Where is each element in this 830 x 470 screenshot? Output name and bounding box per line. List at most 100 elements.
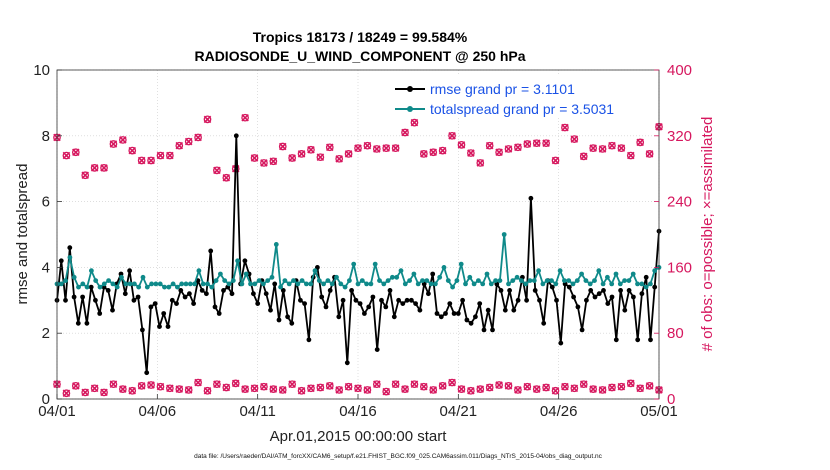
spread-point xyxy=(359,278,365,283)
rmse-point xyxy=(473,314,478,320)
rmse-point xyxy=(413,301,418,306)
obs-possible-marker xyxy=(570,384,579,393)
obs-cross-stroke xyxy=(457,385,466,393)
obs-possible-marker xyxy=(438,146,447,155)
obs-cross-stroke xyxy=(354,384,362,393)
obs-assimilated-marker xyxy=(429,148,438,157)
obs-possible-marker xyxy=(401,385,409,393)
rmse-point xyxy=(255,301,261,306)
obs-possible-marker xyxy=(307,145,315,154)
obs-cross-stroke xyxy=(410,118,419,127)
obs-assimilated-marker xyxy=(175,141,184,150)
rmse-point xyxy=(357,301,363,306)
obs-assimilated-marker xyxy=(335,386,343,394)
obs-possible-marker xyxy=(495,381,503,389)
rmse-point xyxy=(622,307,628,313)
rmse-point xyxy=(216,311,222,316)
obs-assimilated-marker xyxy=(100,388,108,397)
axis-ticks: 04/01 04/06 04/11 04/16 04/21 04/26 05/0102468… xyxy=(33,62,692,420)
rmse-point xyxy=(105,288,111,293)
rmse-point xyxy=(592,294,598,300)
spread-point xyxy=(101,281,107,287)
rmse-point xyxy=(199,288,205,293)
obs-possible-marker xyxy=(438,381,447,390)
rmse-point xyxy=(464,317,470,323)
obs-cross-stroke xyxy=(570,135,579,143)
obs-possible-marker xyxy=(335,386,344,394)
obs-cross-stroke xyxy=(645,150,654,158)
spread-point xyxy=(566,278,572,283)
obs-assimilated-marker xyxy=(100,164,108,172)
spread-point xyxy=(549,278,554,283)
y-axis-label-left: rmse and totalspread xyxy=(14,164,31,305)
obs-possible-marker xyxy=(316,153,325,162)
obs-assimilated-marker xyxy=(241,113,249,122)
obs-cross-stroke xyxy=(467,387,475,395)
obs-cross-stroke xyxy=(260,159,268,167)
spread-point xyxy=(488,281,494,287)
spread-point xyxy=(540,281,546,287)
obs-possible-marker xyxy=(372,145,381,153)
obs-possible-marker xyxy=(617,144,626,152)
spread-point xyxy=(523,281,529,287)
obs-possible-marker xyxy=(570,135,579,143)
spread-point xyxy=(200,281,206,287)
obs-assimilated-marker xyxy=(401,128,409,137)
spread-point xyxy=(123,281,129,287)
spread-point xyxy=(458,261,464,267)
spread-point xyxy=(497,278,503,283)
obs-possible-marker xyxy=(401,128,409,137)
spread-point xyxy=(334,274,339,280)
obs-assimilated-marker xyxy=(608,383,616,392)
rmse-line xyxy=(56,134,660,374)
obs-assimilated-marker xyxy=(72,382,80,390)
spread-point xyxy=(493,278,498,283)
obs-count-markers xyxy=(53,113,663,398)
obs-assimilated-marker xyxy=(514,386,522,394)
spread-point xyxy=(93,278,99,283)
rmse-point xyxy=(336,314,342,320)
obs-possible-marker xyxy=(485,141,494,150)
spread-point xyxy=(273,242,279,247)
rmse-point xyxy=(537,297,542,303)
spread-point xyxy=(527,278,533,283)
obs-assimilated-marker xyxy=(561,382,569,391)
obs-cross-stroke xyxy=(250,154,259,162)
obs-cross-stroke xyxy=(551,156,560,165)
obs-possible-marker xyxy=(184,137,193,146)
obs-assimilated-marker xyxy=(636,384,644,393)
obs-cross-stroke xyxy=(62,151,71,160)
obs-assimilated-marker xyxy=(194,378,202,387)
obs-cross-stroke xyxy=(344,150,353,158)
obs-assimilated-marker xyxy=(166,384,174,393)
obs-cross-stroke xyxy=(316,383,325,392)
obs-possible-marker xyxy=(363,141,372,150)
obs-possible-marker xyxy=(514,143,522,152)
spread-point xyxy=(132,281,137,287)
obs-possible-marker xyxy=(589,144,598,152)
obs-cross-stroke xyxy=(589,385,597,393)
obs-assimilated-marker xyxy=(222,173,231,182)
obs-assimilated-marker xyxy=(344,382,353,391)
obs-cross-stroke xyxy=(222,173,231,182)
obs-cross-stroke xyxy=(344,382,353,391)
obs-possible-marker xyxy=(100,388,108,397)
obs-assimilated-marker xyxy=(420,382,428,391)
rmse-point xyxy=(306,337,312,343)
spread-point xyxy=(76,284,81,290)
spread-point xyxy=(441,265,447,270)
obs-cross-stroke xyxy=(476,385,485,393)
spread-point xyxy=(218,271,223,277)
obs-cross-stroke xyxy=(156,382,165,391)
rmse-point xyxy=(434,311,440,316)
obs-cross-stroke xyxy=(109,380,118,388)
rmse-point xyxy=(588,288,594,293)
obs-cross-stroke xyxy=(561,382,569,391)
obs-cross-stroke xyxy=(166,384,174,393)
spread-point xyxy=(286,281,292,287)
spread-point xyxy=(106,278,111,283)
spread-point xyxy=(80,281,86,287)
spread-point xyxy=(299,278,305,283)
obs-possible-marker xyxy=(429,386,438,394)
